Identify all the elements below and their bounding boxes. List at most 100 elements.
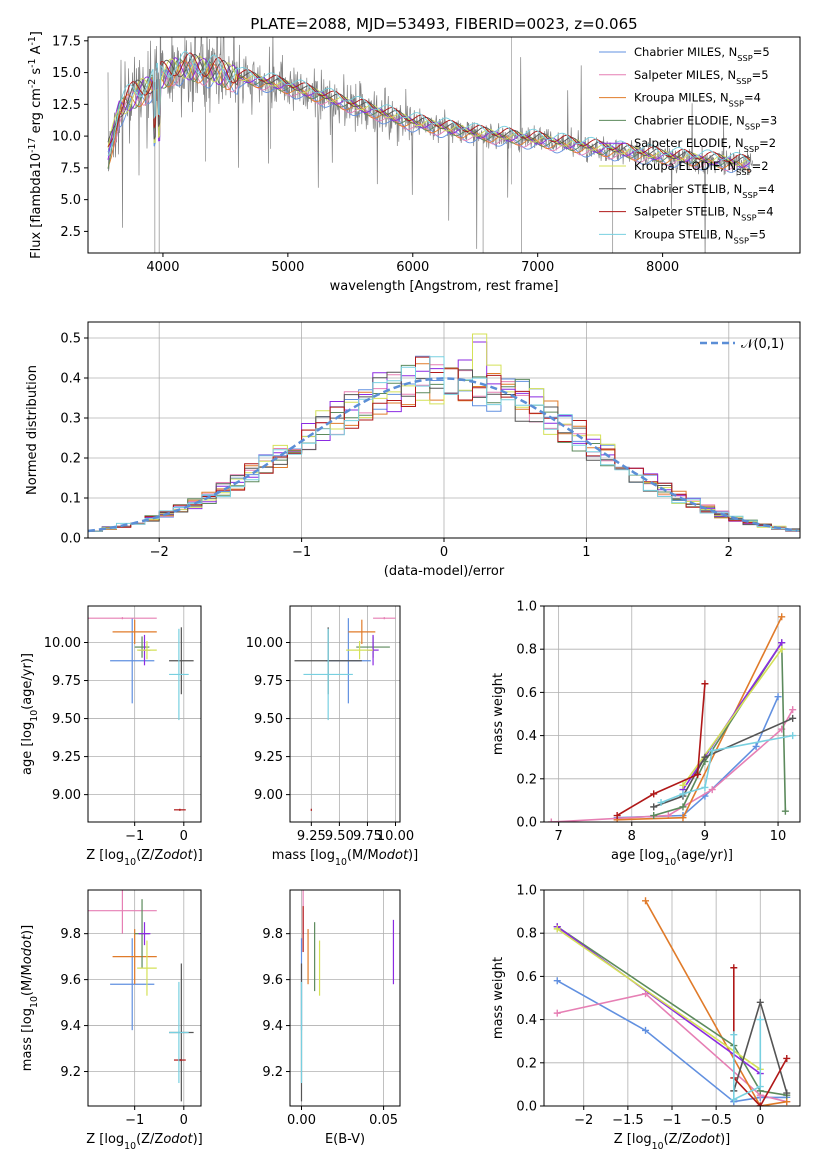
- y-tick-label: 9.00: [254, 788, 283, 803]
- mass_vs_Z-plot-area: [88, 890, 201, 1106]
- y-axis-label: mass weight: [491, 673, 506, 755]
- mw_vs_Z-plot-area: [544, 890, 800, 1106]
- mass-weight-marker: [756, 1083, 764, 1091]
- mass-weight-marker: [650, 803, 658, 811]
- mass-weight-marker: [730, 1096, 738, 1104]
- y-tick-label: 9.25: [52, 750, 81, 765]
- y-tick-label: 9.25: [254, 750, 283, 765]
- age_vs_Z-panel: −1 0 9.00 9.25 9.50 9.75 10.00 Z [log10(Z/Zodot…: [20, 605, 203, 868]
- x-tick-label: 2: [725, 545, 733, 560]
- mass-weight-line-3: [644, 900, 787, 1106]
- y-tick-label: 9.75: [52, 674, 81, 689]
- mass-weight-line-4: [556, 926, 787, 1096]
- y-tick-label: 10.00: [44, 636, 81, 651]
- y-tick-label: 0.0: [516, 1100, 537, 1115]
- mass-weight-marker: [756, 1102, 764, 1106]
- y-axis-label: age [log10(age/yr)]: [20, 653, 40, 775]
- mass-weight-marker: [778, 613, 786, 621]
- mass-weight-marker: [679, 803, 687, 811]
- axes-frame: [87, 36, 801, 254]
- x-tick-label: 1: [582, 545, 590, 560]
- y-tick-label: 0.6: [516, 970, 537, 985]
- age_vs_Z-plot-area: [88, 606, 201, 822]
- x-axis-label: wavelength [Angstrom, rest frame]: [330, 279, 559, 294]
- legend-label-7: Chabrier STELIB, NSSP=4: [634, 182, 775, 200]
- mass-weight-line-5: [556, 926, 761, 1075]
- legend-label-1: Chabrier MILES, NSSP=5: [634, 45, 770, 63]
- mass-weight-line-4: [653, 640, 787, 817]
- mass_vs_Z-panel: −1 0 9.2 9.4 9.6 9.8 Z [log10(Z/Zodot)] mass [l…: [20, 889, 203, 1152]
- x-axis-label: Z [log10(Z/Zodot)]: [86, 848, 203, 868]
- mass-weight-marker: [553, 925, 561, 933]
- y-tick-label: 9.50: [52, 712, 81, 727]
- x-tick-label: 6000: [396, 260, 429, 275]
- legend-label-normal: 𝒩(0,1): [741, 337, 784, 352]
- x-tick-label: 10.00: [377, 829, 414, 844]
- residual-histogram-9: [88, 356, 800, 532]
- x-tick-label: 4000: [146, 260, 179, 275]
- mass-weight-marker: [657, 799, 665, 807]
- mass-weight-marker: [553, 977, 561, 985]
- mass-weight-marker: [783, 1089, 791, 1097]
- mw_vs_Z-panel: −2 −1.5 −1 −0.5 0 0.0 0.2 0.4 0.6 0.8 1.0 Z [log10(…: [491, 884, 801, 1152]
- mass-weight-marker: [752, 742, 760, 750]
- mass-weight-marker: [756, 998, 764, 1006]
- y-tick-label: 9.8: [60, 927, 81, 942]
- mass-weight-marker: [730, 964, 738, 972]
- y-tick-label: 0.4: [60, 372, 81, 387]
- y-tick-label: 9.8: [262, 927, 283, 942]
- x-tick-label: −1: [125, 1113, 144, 1128]
- axes-frame: [87, 889, 202, 1107]
- y-tick-label: 1.0: [516, 600, 537, 615]
- x-tick-label: −2: [150, 545, 169, 560]
- normal-curve: [88, 377, 798, 533]
- model-spectrum-5: [107, 57, 751, 168]
- mass-weight-marker: [756, 1016, 764, 1024]
- x-axis-label: age [log10(age/yr)]: [611, 848, 733, 868]
- y-tick-label: 9.50: [254, 712, 283, 727]
- x-tick-label: −1: [292, 545, 311, 560]
- age_vs_mass-plot-area: [290, 606, 400, 822]
- y-tick-label: 0.0: [516, 816, 537, 831]
- mass-weight-marker: [679, 781, 687, 789]
- model-spectrum-1: [107, 63, 751, 173]
- mass-weight-marker: [783, 1054, 791, 1062]
- y-tick-label: 9.2: [60, 1065, 81, 1080]
- mass-weight-line-2: [551, 709, 794, 822]
- chart-title: PLATE=2088, MJD=53493, FIBERID=0023, z=0…: [250, 15, 637, 33]
- y-axis-label: Flux [flambda10-17 erg cm-2 s-1 A-1]: [27, 31, 45, 259]
- y-tick-label: 0.4: [516, 729, 537, 744]
- mass-weight-marker: [650, 812, 658, 820]
- mass-weight-line-9: [660, 734, 793, 804]
- y-tick-label: 9.00: [52, 788, 81, 803]
- x-axis-label: (data-model)/error: [384, 564, 505, 579]
- y-tick-label: 0.6: [516, 686, 537, 701]
- x-tick-label: 9.50: [325, 829, 354, 844]
- x-tick-label: −2: [574, 1113, 593, 1128]
- legend-label-4: Chabrier ELODIE, NSSP=3: [634, 113, 777, 131]
- y-tick-label: 0.2: [60, 452, 81, 467]
- y-tick-label: 15.0: [52, 66, 81, 81]
- axes-frame: [87, 605, 202, 823]
- model-spectrum-3: [107, 60, 751, 172]
- mass-weight-line-6: [556, 928, 761, 1070]
- y-tick-label: 9.6: [262, 973, 283, 988]
- y-axis-label: mass weight: [491, 957, 506, 1039]
- x-axis-label: E(B-V): [325, 1132, 365, 1147]
- mass-weight-marker: [650, 790, 658, 798]
- legend-label-3: Kroupa MILES, NSSP=4: [634, 91, 761, 109]
- model-spectrum-7: [107, 54, 751, 164]
- mass-weight-marker: [730, 1031, 738, 1039]
- model-spectrum-9: [107, 51, 751, 163]
- x-tick-label: 5000: [271, 260, 304, 275]
- y-tick-label: 10.0: [52, 130, 81, 145]
- x-tick-label: −1: [662, 1113, 681, 1128]
- y-axis-label: mass [log10(M/Modot)]: [20, 925, 40, 1071]
- mass-weight-marker: [642, 897, 650, 905]
- mass-weight-marker: [642, 1026, 650, 1034]
- x-tick-label: 10: [770, 829, 787, 844]
- y-tick-label: 0.8: [516, 643, 537, 658]
- y-tick-label: 9.4: [262, 1019, 283, 1034]
- legend-label-9: Kroupa STELIB, NSSP=5: [634, 227, 766, 245]
